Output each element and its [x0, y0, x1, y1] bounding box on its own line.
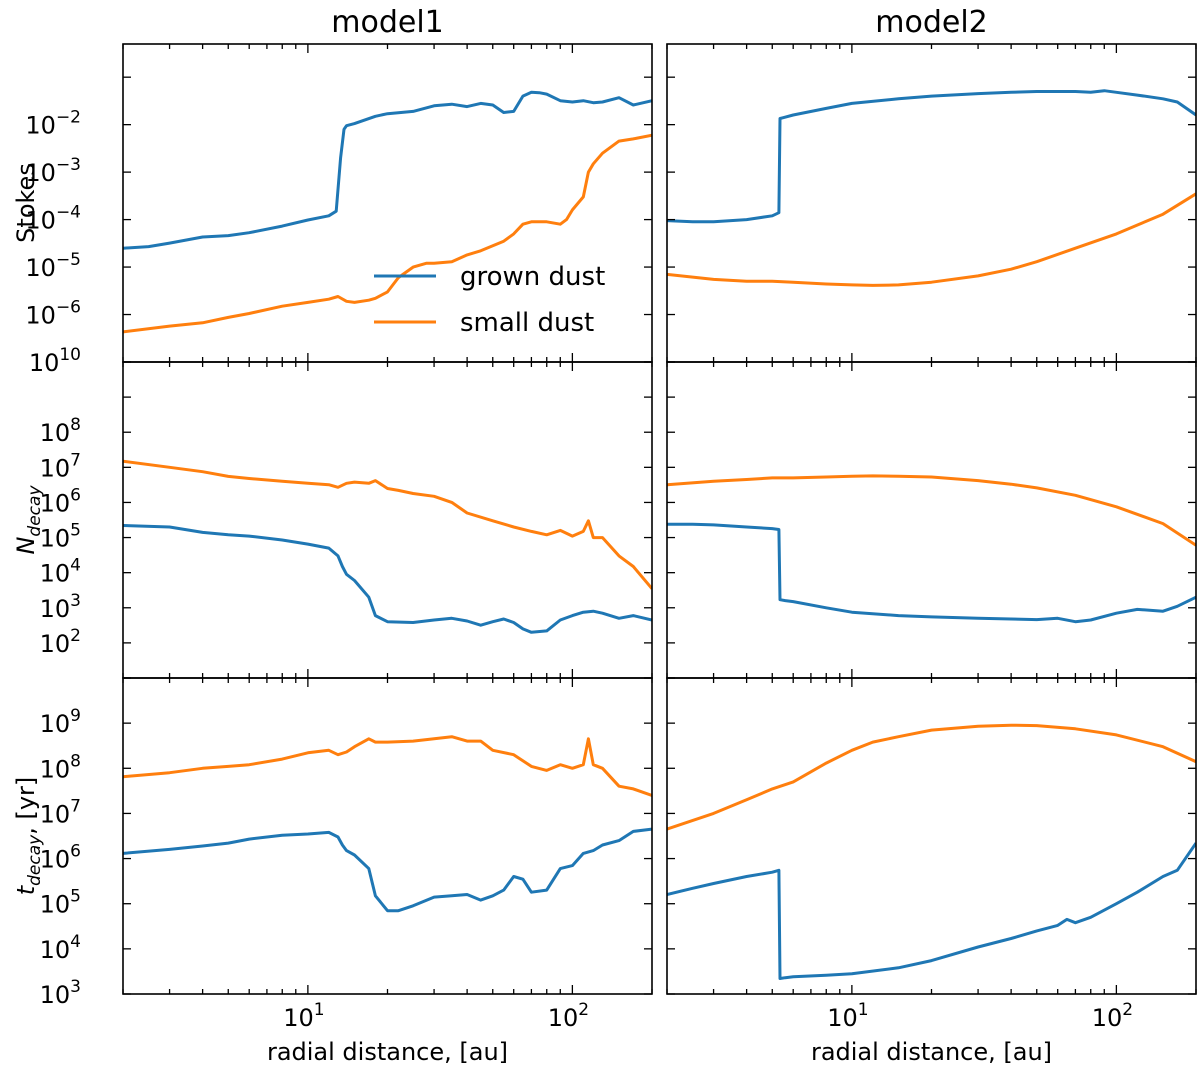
panel-model2-tdecay: 101 102 radial distance, [au] — [666, 677, 1197, 1066]
x-axis-label: radial distance, [au] — [267, 1038, 508, 1066]
series-line-grown-dust — [123, 827, 652, 913]
y-tick-label: 104 — [40, 932, 81, 964]
series-line-grown-dust — [667, 522, 1196, 624]
x-tick-label: 102 — [548, 1000, 589, 1032]
legend-label: grown dust — [460, 262, 605, 292]
axes-frame — [122, 677, 653, 995]
series-line-small-dust — [123, 735, 652, 797]
panel-model2-stokes: model2 — [666, 5, 1197, 363]
y-tick-label: 106 — [40, 485, 81, 517]
panel-model1-stokes: 10−6 10−5 10−4 10−3 10−2 model1 Stokes grown du… — [12, 5, 653, 363]
series-line-small-dust — [667, 723, 1196, 831]
panel-title: model2 — [875, 5, 988, 40]
series-line-grown-dust — [667, 842, 1196, 980]
panel-model1-tdecay: 103 104 105 106 107 108 109 101 102 radial distan… — [12, 677, 653, 1066]
series-line-grown-dust — [123, 524, 652, 634]
y-tick-label: 10−6 — [25, 298, 81, 330]
y-tick-label: 105 — [40, 521, 81, 553]
y-axis-label: tdecay, [yr] — [12, 777, 45, 896]
y-tick-label: 10−5 — [25, 250, 81, 282]
series-line-grown-dust — [667, 89, 1196, 224]
series-line-small-dust — [667, 192, 1196, 287]
legend-label: small dust — [460, 308, 594, 338]
y-tick-label: 10−4 — [25, 203, 81, 235]
x-tick-label: 101 — [827, 1000, 868, 1032]
axes-frame — [122, 361, 653, 679]
y-tick-label: 103 — [40, 591, 81, 623]
series-line-small-dust — [123, 133, 652, 334]
y-tick-label: 108 — [40, 415, 81, 447]
y-tick-label: 1010 — [29, 345, 81, 377]
x-axis-label: radial distance, [au] — [811, 1038, 1052, 1066]
series-line-grown-dust — [123, 90, 652, 250]
axes-frame — [666, 677, 1197, 995]
panel-title: model1 — [331, 5, 444, 40]
y-axis-label: Stokes — [12, 163, 40, 243]
y-tick-label: 107 — [40, 796, 81, 828]
y-tick-label: 103 — [40, 977, 81, 1009]
x-tick-label: 101 — [283, 1000, 324, 1032]
y-tick-label: 108 — [40, 751, 81, 783]
y-tick-label: 109 — [40, 706, 81, 738]
y-tick-label: 106 — [40, 842, 81, 874]
series-line-small-dust — [123, 459, 652, 590]
x-tick-label: 102 — [1092, 1000, 1133, 1032]
axes-frame — [666, 361, 1197, 679]
y-tick-label: 10−3 — [25, 155, 81, 187]
y-axis-label: Ndecay — [12, 485, 45, 555]
y-tick-label: 105 — [40, 887, 81, 919]
y-tick-label: 107 — [40, 450, 81, 482]
panel-model2-ndecay — [666, 361, 1197, 679]
y-tick-label: 10−2 — [25, 108, 81, 140]
series-line-small-dust — [667, 474, 1196, 547]
y-tick-label: 102 — [40, 626, 81, 658]
y-tick-label: 104 — [40, 556, 81, 588]
legend: grown dust small dust — [374, 262, 605, 338]
